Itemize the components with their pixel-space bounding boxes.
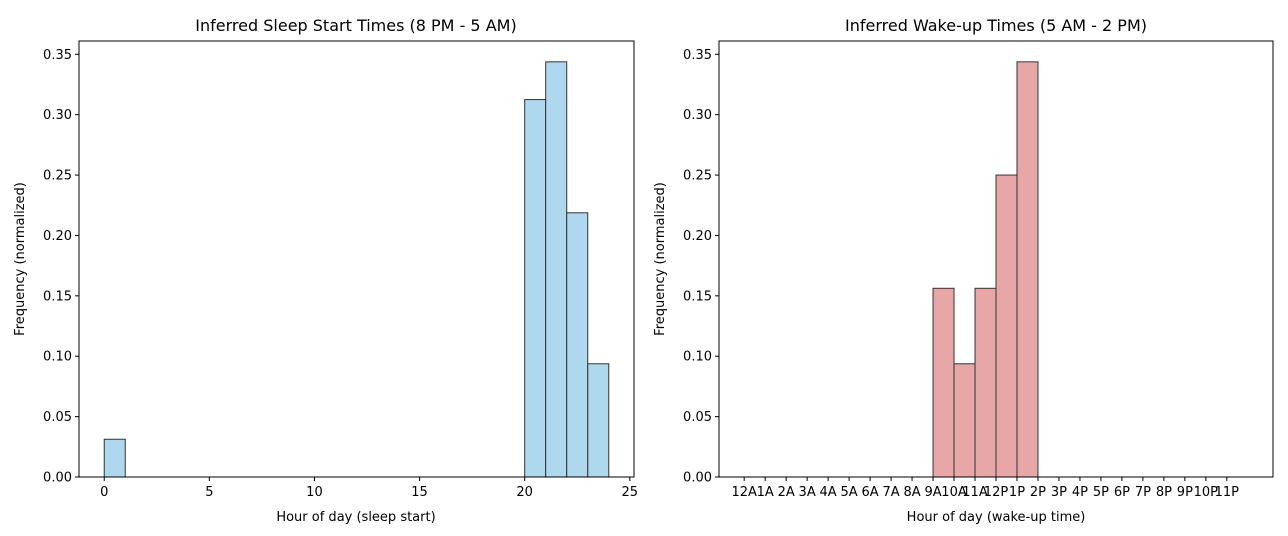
x-tick-label: 3P (1051, 485, 1067, 500)
x-tick-label: 1P (1009, 485, 1025, 500)
y-tick-label: 0.20 (683, 229, 712, 244)
x-tick-label: 15 (411, 485, 428, 500)
y-tick-label: 0.05 (683, 410, 712, 425)
x-tick-label: 2P (1030, 485, 1046, 500)
x-tick-label: 1A (757, 485, 774, 500)
x-tick-label: 5 (205, 485, 213, 500)
x-tick-label: 8P (1156, 485, 1172, 500)
histogram-bar (932, 287, 955, 478)
x-tick-label: 5P (1093, 485, 1109, 500)
y-tick-label: 0.00 (43, 471, 72, 486)
x-tick-label: 10A (941, 485, 967, 500)
histogram-bar (1016, 61, 1039, 478)
axes-frame (78, 40, 635, 478)
x-tick-label: 4A (820, 485, 837, 500)
x-tick-label: 6P (1114, 485, 1130, 500)
x-tick-label: 3A (799, 485, 816, 500)
x-tick-label: 12A (731, 485, 757, 500)
y-tick-label: 0.20 (43, 229, 72, 244)
y-tick-label: 0.15 (683, 289, 712, 304)
x-tick-label: 11P (1215, 485, 1240, 500)
y-tick-label: 0.10 (683, 350, 712, 365)
y-tick-label: 0.30 (683, 108, 712, 123)
y-tick-label: 0.05 (43, 410, 72, 425)
chart-title: Inferred Sleep Start Times (8 PM - 5 AM) (195, 16, 516, 35)
x-tick-label: 11A (962, 485, 988, 500)
x-tick-label: 0 (100, 485, 108, 500)
x-tick-label: 8A (903, 485, 920, 500)
x-tick-label: 9A (924, 485, 941, 500)
histogram-bar (103, 438, 126, 478)
x-axis-label: Hour of day (wake-up time) (907, 510, 1086, 525)
x-tick-label: 2A (778, 485, 795, 500)
chart-title: Inferred Wake-up Times (5 AM - 2 PM) (845, 16, 1147, 35)
x-tick-label: 4P (1072, 485, 1088, 500)
histogram-bar (587, 363, 610, 478)
x-tick-label: 10P (1194, 485, 1219, 500)
y-tick-label: 0.25 (683, 169, 712, 184)
x-axis-label: Hour of day (sleep start) (276, 510, 435, 525)
y-axis-label: Frequency (normalized) (13, 182, 28, 336)
x-tick-label: 25 (622, 485, 639, 500)
histogram-bar (524, 99, 547, 478)
y-tick-label: 0.30 (43, 108, 72, 123)
x-tick-label: 6A (862, 485, 879, 500)
y-tick-label: 0.35 (683, 48, 712, 63)
x-tick-label: 20 (516, 485, 533, 500)
histogram-bar (995, 174, 1018, 478)
plot-area: 0.00 0.05 0.10 0.15 0.20 0.25 0.30 0.35 12A 1A 2A 3… (683, 40, 1274, 500)
y-tick-label: 0.15 (43, 289, 72, 304)
histogram-bar (545, 61, 568, 478)
y-tick-label: 0.35 (43, 48, 72, 63)
y-axis-label: Frequency (normalized) (653, 182, 668, 336)
y-tick-label: 0.00 (683, 471, 712, 486)
x-tick-label: 5A (841, 485, 858, 500)
y-tick-label: 0.25 (43, 169, 72, 184)
x-tick-label: 10 (306, 485, 323, 500)
histogram-bar (566, 212, 589, 478)
x-tick-label: 7P (1135, 485, 1151, 500)
histogram-bar (974, 287, 997, 478)
x-tick-label: 12P (984, 485, 1009, 500)
wake-up-chart: Inferred Wake-up Times (5 AM - 2 PM) 0.0… (653, 16, 1274, 525)
y-tick-label: 0.10 (43, 350, 72, 365)
histogram-bar (953, 363, 976, 478)
plot-area: 0.00 0.05 0.10 0.15 0.20 0.25 0.30 0.35 0 5 10 15 20… (43, 40, 639, 500)
x-tick-label: 7A (882, 485, 899, 500)
sleep-start-chart: Inferred Sleep Start Times (8 PM - 5 AM)… (13, 16, 638, 525)
x-tick-label: 9P (1177, 485, 1193, 500)
